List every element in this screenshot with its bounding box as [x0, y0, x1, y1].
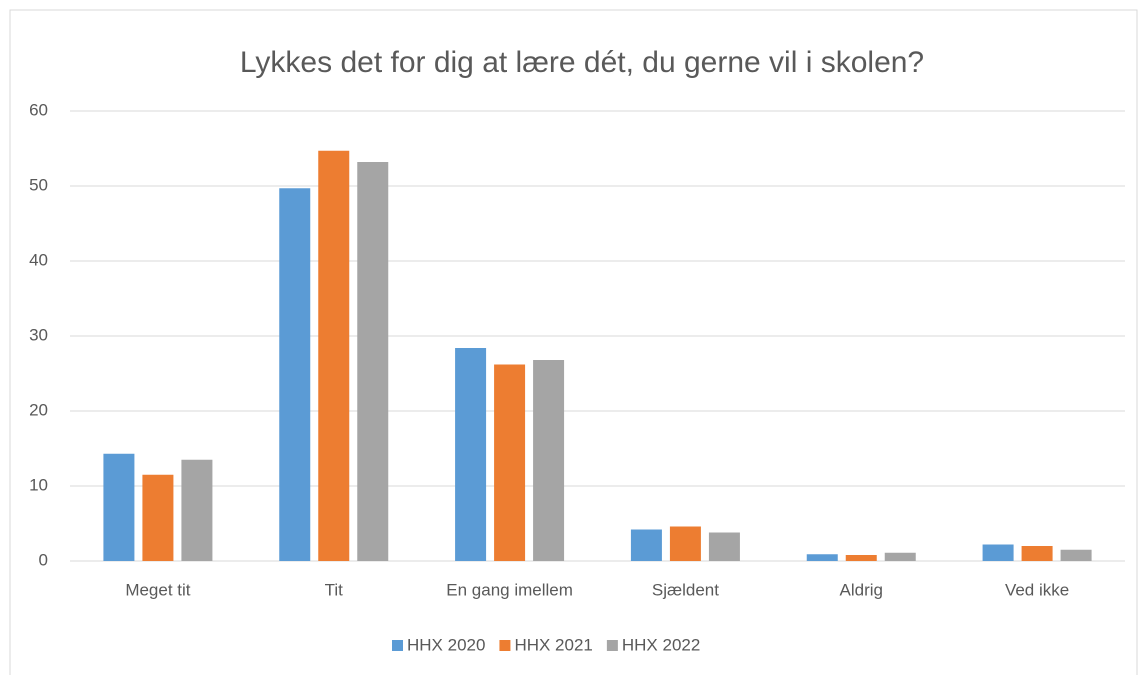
bar: [884, 552, 916, 561]
bar: [533, 360, 565, 561]
bar: [1021, 546, 1053, 561]
bar: [318, 150, 350, 561]
bar: [455, 348, 487, 561]
bar: [494, 364, 526, 561]
bar: [1060, 549, 1092, 561]
bar: [142, 474, 174, 561]
y-tick-label: 20: [29, 400, 48, 419]
y-tick-label: 30: [29, 325, 48, 344]
legend-label: HHX 2021: [514, 635, 592, 654]
bar: [669, 526, 701, 561]
x-tick-label: Sjældent: [652, 580, 719, 599]
legend-swatch: [499, 640, 511, 651]
bar: [806, 554, 838, 561]
chart-title: Lykkes det for dig at lære dét, du gerne…: [240, 46, 924, 79]
bar: [279, 188, 311, 561]
x-tick-label: En gang imellem: [446, 580, 573, 599]
bar: [103, 453, 135, 561]
legend-swatch: [606, 640, 618, 651]
bar: [357, 162, 389, 561]
legend-label: HHX 2020: [407, 635, 485, 654]
y-tick-label: 40: [29, 250, 48, 269]
y-tick-label: 10: [29, 475, 48, 494]
y-tick-label: 60: [29, 100, 48, 119]
chart-border: [9, 9, 1138, 675]
legend-label: HHX 2022: [622, 635, 700, 654]
bar: [181, 459, 213, 561]
bar: [708, 532, 740, 561]
bar: [982, 544, 1014, 561]
x-tick-label: Ved ikke: [1005, 580, 1069, 599]
x-tick-label: Tit: [325, 580, 344, 599]
y-tick-label: 50: [29, 175, 48, 194]
bar: [845, 555, 877, 561]
x-tick-label: Aldrig: [840, 580, 883, 599]
y-tick-label: 0: [39, 550, 48, 569]
x-tick-label: Meget tit: [125, 580, 190, 599]
legend-swatch: [392, 640, 403, 651]
bar: [630, 529, 662, 561]
